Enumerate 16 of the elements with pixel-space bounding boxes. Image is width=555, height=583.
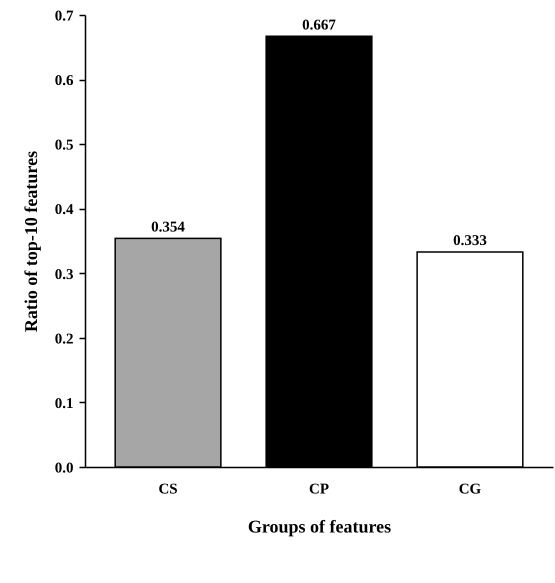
data-label: 0.333	[453, 232, 487, 249]
data-label: 0.667	[302, 17, 336, 34]
y-axis-title: Ratio of top-10 features	[20, 150, 41, 332]
y-tick-label: 0.2	[54, 331, 74, 348]
y-tick-label: 0.7	[54, 8, 74, 24]
y-tick-label: 0.3	[54, 266, 74, 283]
x-tick-label: CP	[309, 482, 329, 498]
y-tick-label: 0.5	[54, 138, 74, 154]
y-tick-label: 0.0	[54, 460, 74, 476]
y-tick-label: 0.6	[54, 73, 74, 90]
x-tick-label: CS	[158, 482, 178, 498]
data-label: 0.354	[151, 219, 186, 236]
y-tick-label: 0.4	[54, 202, 74, 218]
y-tick-label: 0.1	[54, 396, 74, 412]
x-tick-label: CG	[458, 482, 482, 498]
x-axis-title: Groups of features	[248, 516, 392, 536]
